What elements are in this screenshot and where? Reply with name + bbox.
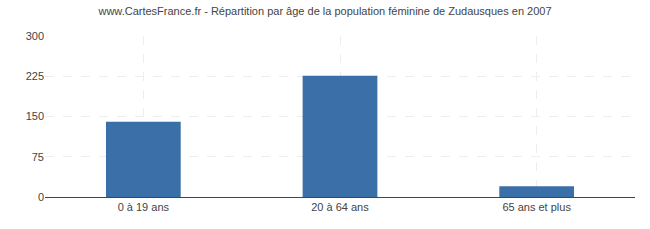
svg-text:0: 0 bbox=[38, 191, 44, 203]
svg-text:150: 150 bbox=[26, 110, 44, 122]
svg-text:www.CartesFrance.fr - Répartit: www.CartesFrance.fr - Répartition par âg… bbox=[97, 5, 551, 17]
svg-text:75: 75 bbox=[32, 151, 44, 163]
svg-text:65 ans et plus: 65 ans et plus bbox=[502, 201, 571, 213]
svg-text:0 à 19 ans: 0 à 19 ans bbox=[118, 201, 170, 213]
svg-text:300: 300 bbox=[26, 30, 44, 42]
svg-text:20 à 64 ans: 20 à 64 ans bbox=[311, 201, 369, 213]
svg-text:225: 225 bbox=[26, 70, 44, 82]
